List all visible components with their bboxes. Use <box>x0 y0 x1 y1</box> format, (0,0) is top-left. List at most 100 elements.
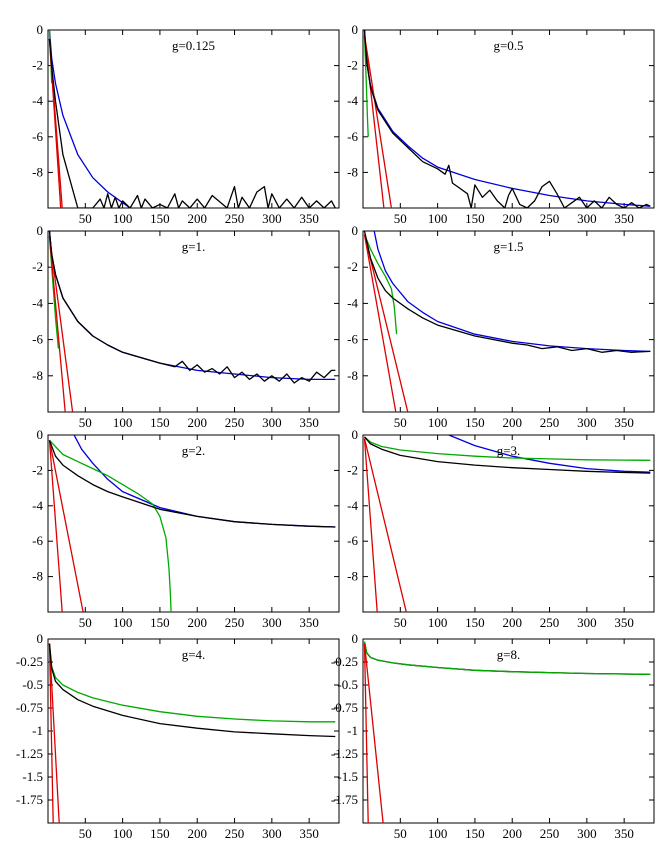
y-tick-label: -6 <box>32 533 43 548</box>
y-tick-label: -8 <box>32 569 43 584</box>
x-tick-label: 100 <box>113 615 133 630</box>
y-tick-label: -8 <box>347 164 358 179</box>
x-tick-label: 50 <box>79 615 92 630</box>
y-tick-label: -6 <box>347 332 358 347</box>
y-tick-label: -0.5 <box>337 677 358 692</box>
x-tick-label: 250 <box>540 415 560 430</box>
plot-frame <box>362 434 655 613</box>
y-tick-label: -1.25 <box>331 746 358 761</box>
plot-frame <box>47 29 340 209</box>
y-tick-label: -2 <box>32 58 43 73</box>
x-tick-label: 250 <box>225 211 245 226</box>
x-tick-label: 150 <box>150 211 170 226</box>
series-line <box>448 435 651 473</box>
panel-1: 50 100 150 200 250 300 350 0 -2 -4 -6 -8 g=0.125 <box>32 22 340 226</box>
y-tick-label: -8 <box>347 569 358 584</box>
y-tick-label: -1 <box>32 723 43 738</box>
series-line <box>363 643 384 823</box>
series-line <box>363 438 378 612</box>
series-line <box>364 436 651 474</box>
x-tick-label: 250 <box>225 615 245 630</box>
series-line <box>48 440 63 612</box>
x-tick-label: 300 <box>577 211 597 226</box>
series-line <box>363 35 393 208</box>
series-group <box>48 231 336 412</box>
y-tick-label: -6 <box>347 533 358 548</box>
y-tick-label: -2 <box>32 259 43 274</box>
series-line <box>49 439 172 612</box>
series-group <box>363 231 651 412</box>
series-line <box>48 30 131 208</box>
x-tick-label: 50 <box>394 826 407 841</box>
series-line <box>363 231 651 353</box>
series-line <box>364 436 651 461</box>
panel-title: g=1.5 <box>493 239 523 254</box>
y-tick-label: -6 <box>347 129 358 144</box>
x-tick-label: 350 <box>614 826 634 841</box>
series-line <box>48 236 66 412</box>
panel-title: g=4. <box>182 647 206 662</box>
x-tick-label: 350 <box>614 615 634 630</box>
plot-frame <box>362 638 655 824</box>
x-tick-label: 50 <box>79 211 92 226</box>
y-tick-label: -0.25 <box>16 654 43 669</box>
series-line <box>48 643 336 738</box>
y-tick-label: -2 <box>347 462 358 477</box>
x-tick-label: 200 <box>187 415 207 430</box>
series-line <box>363 30 651 207</box>
y-tick-label: -1.75 <box>16 792 43 807</box>
y-tick-label: -4 <box>347 498 358 513</box>
x-tick-label: 50 <box>394 211 407 226</box>
y-tick-label: -1 <box>347 723 358 738</box>
plot-frame <box>47 638 340 824</box>
x-tick-label: 100 <box>428 826 448 841</box>
y-tick-label: -4 <box>32 295 43 310</box>
series-line <box>363 438 407 612</box>
series-line <box>48 440 84 612</box>
y-tick-label: -1.5 <box>337 769 358 784</box>
x-tick-label: 200 <box>187 826 207 841</box>
y-tick-label: 0 <box>352 22 359 37</box>
series-line <box>363 643 369 823</box>
series-line <box>363 234 398 335</box>
series-line <box>48 643 336 723</box>
series-group <box>363 30 651 208</box>
y-tick-label: 0 <box>37 223 44 238</box>
series-group <box>363 641 651 823</box>
x-tick-label: 350 <box>299 211 319 226</box>
y-tick-label: -0.75 <box>16 700 43 715</box>
series-line <box>363 234 409 412</box>
series-group <box>48 643 336 823</box>
x-tick-label: 200 <box>502 826 522 841</box>
panel-2: 50 100 150 200 250 300 350 0 -2 -4 -6 -8 g=0.5 <box>347 22 655 226</box>
y-tick-label: -2 <box>347 58 358 73</box>
x-tick-label: 250 <box>225 826 245 841</box>
series-line <box>363 35 385 208</box>
plot-frame <box>362 29 655 209</box>
y-tick-label: -8 <box>347 368 358 383</box>
x-tick-label: 100 <box>113 211 133 226</box>
panel-5: 50 100 150 200 250 300 350 0 -2 -4 -6 -8 g=2. <box>32 427 340 630</box>
x-tick-label: 100 <box>428 615 448 630</box>
x-tick-label: 150 <box>465 211 485 226</box>
plot-frame <box>47 230 340 413</box>
y-tick-label: -6 <box>32 332 43 347</box>
series-line <box>48 643 60 823</box>
x-tick-label: 100 <box>428 415 448 430</box>
x-tick-label: 150 <box>150 415 170 430</box>
plot-frame <box>362 230 655 413</box>
x-tick-label: 50 <box>79 415 92 430</box>
series-group <box>48 435 336 612</box>
series-line <box>48 643 54 823</box>
series-line <box>363 234 397 412</box>
y-tick-label: -2 <box>347 259 358 274</box>
x-tick-label: 250 <box>540 211 560 226</box>
y-tick-label: -6 <box>32 129 43 144</box>
series-group <box>48 30 336 208</box>
panel-title: g=8. <box>497 647 521 662</box>
x-tick-label: 50 <box>394 615 407 630</box>
x-tick-label: 200 <box>502 211 522 226</box>
y-tick-label: -1.5 <box>22 769 43 784</box>
x-tick-label: 150 <box>150 615 170 630</box>
